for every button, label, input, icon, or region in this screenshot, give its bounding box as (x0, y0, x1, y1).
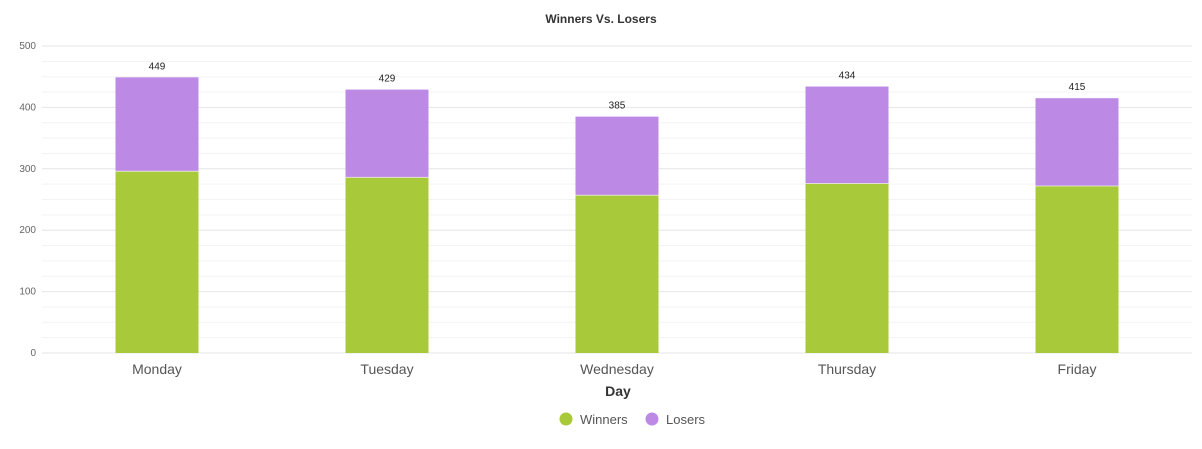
total-label-wednesday: 385 (609, 101, 626, 112)
bar-winners-wednesday[interactable] (575, 195, 659, 353)
x-axis-label: Day (605, 383, 631, 399)
bar-winners-tuesday[interactable] (345, 177, 429, 353)
x-tick-label: Wednesday (580, 361, 654, 377)
chart-title: Winners Vs. Losers (545, 12, 657, 26)
bar-winners-thursday[interactable] (805, 183, 889, 353)
total-label-monday: 449 (149, 61, 166, 72)
legend-label: Winners (580, 412, 628, 427)
y-tick-label: 0 (30, 348, 36, 359)
bar-losers-tuesday[interactable] (345, 89, 429, 178)
legend: Winners Losers (559, 412, 706, 427)
legend-item-losers[interactable]: Losers (645, 412, 706, 427)
x-tick-label: Friday (1058, 361, 1097, 377)
x-tick-label: Thursday (818, 361, 876, 377)
x-axis-ticks: Monday Tuesday Wednesday Thursday Friday (132, 361, 1096, 377)
bar-losers-friday[interactable] (1035, 98, 1119, 186)
y-tick-label: 200 (19, 225, 36, 236)
y-tick-label: 500 (19, 41, 36, 52)
bar-losers-monday[interactable] (115, 77, 199, 172)
data-labels: 449 429 385 434 415 (149, 61, 1086, 111)
y-axis-ticks: 0 100 200 300 400 500 (19, 41, 36, 359)
total-label-tuesday: 429 (379, 74, 396, 85)
bar-winners-monday[interactable] (115, 171, 199, 353)
bar-losers-wednesday[interactable] (575, 116, 659, 196)
y-tick-label: 100 (19, 287, 36, 298)
legend-swatch (645, 412, 659, 426)
y-tick-label: 300 (19, 164, 36, 175)
y-tick-label: 400 (19, 102, 36, 113)
legend-label: Losers (666, 412, 706, 427)
bar-losers-thursday[interactable] (805, 86, 889, 184)
x-tick-label: Monday (132, 361, 182, 377)
total-label-friday: 415 (1069, 82, 1086, 93)
legend-item-winners[interactable]: Winners (559, 412, 629, 427)
x-tick-label: Tuesday (360, 361, 413, 377)
bars (115, 77, 1119, 353)
bar-winners-friday[interactable] (1035, 185, 1119, 353)
total-label-thursday: 434 (839, 71, 856, 82)
legend-swatch (559, 412, 573, 426)
